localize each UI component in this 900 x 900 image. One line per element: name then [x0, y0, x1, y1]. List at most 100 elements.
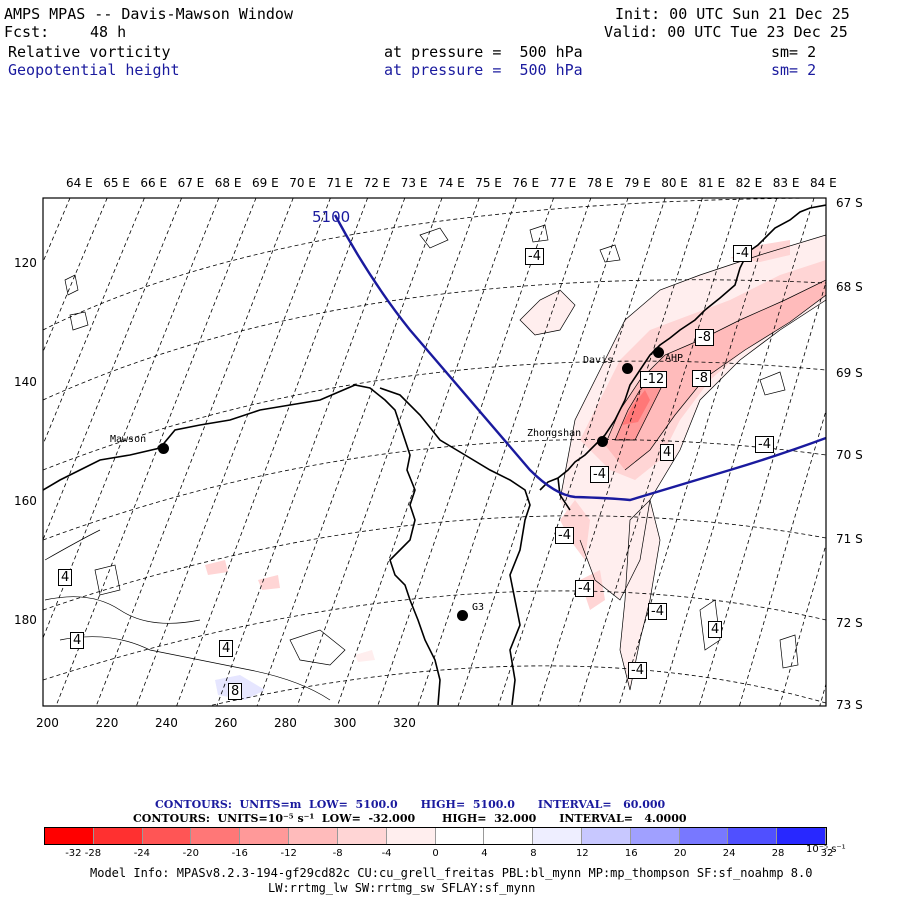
colorbar-tick-label: 4: [481, 848, 488, 859]
latitude-label: 70 S: [836, 448, 863, 462]
y-tick-label: 160: [14, 494, 37, 508]
height-contour-5100: [333, 214, 826, 502]
contour-label: 4: [58, 569, 73, 586]
station-label-mawson: Mawson: [110, 434, 147, 445]
colorbar-swatch: [289, 828, 338, 844]
valid-time: Valid: 00 UTC Tue 23 Dec 25: [604, 23, 848, 41]
longitude-label: 81 E: [698, 176, 726, 190]
contour-label: -4: [628, 662, 647, 679]
height-contour-label: 5100: [312, 208, 351, 226]
contour-label: 8: [228, 683, 243, 700]
station-label-davis: Davis: [583, 355, 614, 366]
colorbar-tick-label: -12: [280, 848, 297, 859]
field2-name: Geopotential height: [8, 61, 180, 79]
contour-label: -4: [755, 436, 774, 453]
field2-smoothing: sm= 2: [771, 61, 817, 79]
longitude-label: 83 E: [772, 176, 800, 190]
longitude-label: 84 E: [810, 176, 837, 190]
field1-smoothing: sm= 2: [771, 43, 817, 61]
x-tick-label: 320: [393, 716, 416, 730]
forecast-hour: 48 h: [90, 23, 127, 41]
colorbar-units: 10⁻⁵ s⁻¹: [806, 844, 846, 855]
longitude-label: 78 E: [586, 176, 614, 190]
contour-label: -8: [692, 370, 711, 387]
colorbar-swatch: [581, 828, 631, 844]
longitude-label: 79 E: [624, 176, 651, 190]
colorbar-tick-label: 0: [432, 848, 439, 859]
colorbar-swatch: [679, 828, 729, 844]
y-tick-label: 180: [14, 613, 37, 627]
vorticity-shading: [205, 235, 826, 700]
colorbar-tick-label: 24: [722, 848, 736, 859]
station-label-zhongshan: Zhongshan: [527, 428, 582, 439]
longitude-label: 64 E: [66, 176, 93, 190]
map-title: AMPS MPAS -- Davis-Mawson Window: [4, 5, 293, 23]
coastline: [43, 204, 826, 706]
model-info-line1: Model Info: MPASv8.2.3-194-gf29cd82c CU:…: [90, 866, 813, 880]
x-tick-label: 280: [274, 716, 297, 730]
colorbar-tick-label: 32: [820, 848, 834, 859]
contour-label: 4: [660, 444, 675, 461]
x-tick-label: 240: [155, 716, 178, 730]
colorbar-swatch: [386, 828, 436, 844]
longitude-label: 75 E: [475, 176, 502, 190]
colorbar-tick-label: -4: [381, 848, 392, 859]
longitude-label: 80 E: [661, 176, 688, 190]
contour-label: 4: [708, 621, 723, 638]
colorbar-swatch: [435, 828, 485, 844]
longitude-label: 74 E: [438, 176, 465, 190]
station-marker-zhongshan: [597, 436, 608, 447]
contour-label: -4: [733, 245, 752, 262]
y-tick-label: 120: [14, 256, 37, 270]
colorbar-swatch: [240, 828, 290, 844]
field1-pressure: at pressure = 500 hPa: [384, 43, 583, 61]
longitude-label: 67 E: [177, 176, 205, 190]
contour-label: -4: [590, 466, 609, 483]
longitude-grid: [43, 198, 826, 706]
x-tick-label: 260: [214, 716, 238, 730]
colorbar-swatch: [533, 828, 582, 844]
init-time: Init: 00 UTC Sun 21 Dec 25: [615, 5, 850, 23]
model-info-line2: LW:rrtmg_lw SW:rrtmg_sw SFLAY:sf_mynn: [268, 881, 536, 895]
vorticity-contours: [44, 224, 826, 701]
colorbar-tick-label: -28: [84, 848, 102, 859]
colorbar-swatch: [777, 828, 826, 844]
contour-label: -8: [695, 329, 714, 346]
station-marker-davis: [622, 363, 633, 374]
contour-label: -4: [648, 603, 667, 620]
longitude-label: 82 E: [735, 176, 763, 190]
station-marker-mawson: [158, 443, 169, 454]
latitude-grid: [43, 198, 826, 706]
colorbar-swatch: [484, 828, 534, 844]
contour-label: 4: [70, 632, 85, 649]
colorbar-tick-label: -16: [231, 848, 248, 859]
longitude-label: 70 E: [289, 176, 316, 190]
station-marker-ahp: [653, 347, 664, 358]
latitude-label: 67 S: [836, 196, 863, 210]
longitude-label: 77 E: [549, 176, 577, 190]
forecast-label: Fcst:: [4, 23, 50, 41]
colorbar-swatch: [45, 828, 94, 844]
longitude-label: 69 E: [252, 176, 279, 190]
colorbar-tick-label: -20: [182, 848, 199, 859]
longitude-label: 66 E: [140, 176, 168, 190]
colorbar-tick-label: -32: [65, 848, 82, 859]
longitude-label: 71 E: [326, 176, 354, 190]
contour-label: 4: [219, 640, 234, 657]
latitude-label: 72 S: [836, 616, 863, 630]
colorbar-swatch: [93, 828, 143, 844]
colorbar-swatch: [191, 828, 241, 844]
field1-name: Relative vorticity: [8, 43, 171, 61]
x-tick-label: 200: [36, 716, 59, 730]
x-tick-label: 220: [95, 716, 119, 730]
colorbar-swatch: [337, 828, 387, 844]
longitude-label: 65 E: [103, 176, 130, 190]
latitude-label: 68 S: [836, 280, 863, 294]
vorticity-contour-info: CONTOURS: UNITS=10⁻⁵ s⁻¹ LOW= -32.000 HI…: [133, 812, 687, 825]
field2-pressure: at pressure = 500 hPa: [384, 61, 583, 79]
colorbar-tick-label: 16: [624, 848, 638, 859]
colorbar-swatch: [142, 828, 192, 844]
longitude-label: 68 E: [214, 176, 242, 190]
colorbar-tick-label: 8: [530, 848, 537, 859]
